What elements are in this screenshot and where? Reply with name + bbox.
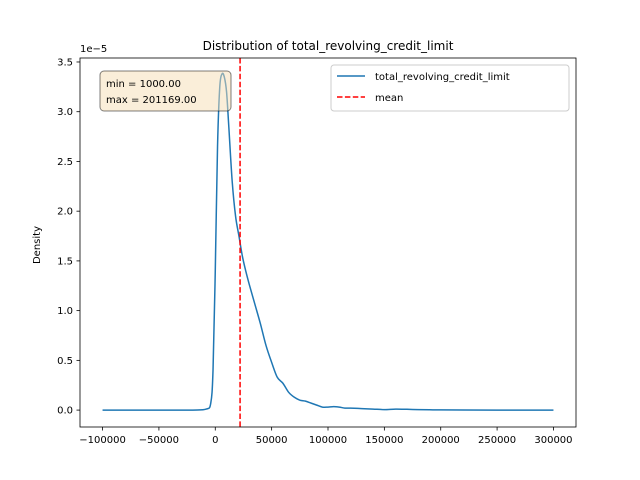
x-tick-label: 300000 <box>534 435 572 446</box>
plot-frame <box>79 57 577 428</box>
y-tick-label: 3.0 <box>57 107 73 118</box>
annotation-min: min = 1000.00 <box>106 79 181 90</box>
plot-area: −100000 −50000 0 50000 100000 150000 200000 250… <box>57 57 572 446</box>
x-tick-label: 250000 <box>478 435 516 446</box>
y-tick-label: 0.0 <box>57 406 73 417</box>
y-tick-label: 1.5 <box>57 256 73 267</box>
annotation-box <box>99 70 232 112</box>
x-tick-label: −100000 <box>79 435 126 446</box>
chart-title: Distribution of total_revolving_credit_l… <box>203 39 454 53</box>
y-tick-label: 3.5 <box>57 57 73 68</box>
x-tick-label: 150000 <box>365 435 403 446</box>
y-scale-label: 1e−5 <box>80 44 107 55</box>
y-tick-label: 1.0 <box>57 306 73 317</box>
min-max-annotation: min = 1000.00 max = 201169.00 <box>99 70 232 112</box>
y-tick-label: 2.5 <box>57 157 73 168</box>
x-tick-label: 0 <box>212 435 218 446</box>
x-tick-label: 50000 <box>256 435 288 446</box>
legend-label-mean: mean <box>375 93 403 104</box>
x-tick-label: 200000 <box>422 435 460 446</box>
y-tick-label: 0.5 <box>57 356 73 367</box>
x-tick-label: 100000 <box>309 435 347 446</box>
y-tick-label: 2.0 <box>57 207 73 218</box>
density-line <box>102 72 554 411</box>
legend-label-density: total_revolving_credit_limit <box>375 72 510 83</box>
x-tick-label: −50000 <box>139 435 179 446</box>
legend-box <box>330 64 570 112</box>
annotation-max: max = 201169.00 <box>106 95 197 106</box>
y-axis-label: Density <box>32 226 43 264</box>
legend: total_revolving_credit_limit mean <box>330 64 570 112</box>
